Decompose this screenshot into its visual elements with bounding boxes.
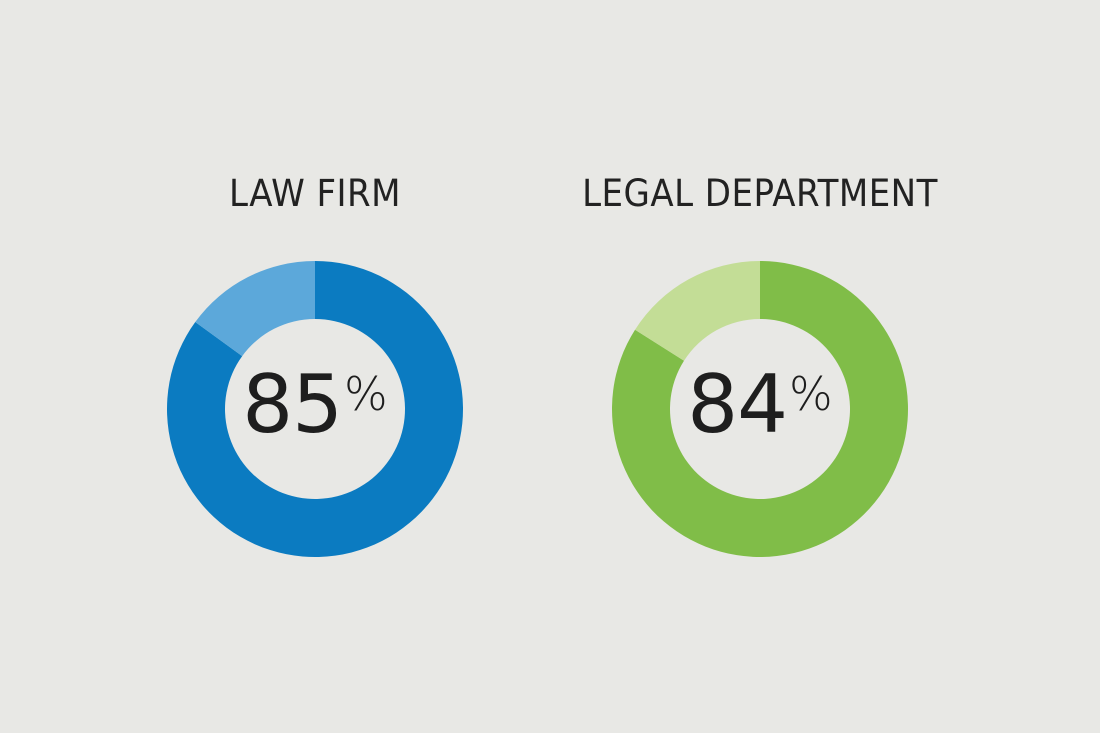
- center-unit: %: [789, 367, 833, 421]
- donut-chart: [167, 261, 463, 557]
- donut-slice-remainder: [635, 261, 760, 361]
- donut-chart: [612, 261, 908, 557]
- legal-department-chart: LEGAL DEPARTMENT 84%: [485, 0, 1035, 733]
- donut-slice-primary: [612, 261, 908, 557]
- chart-title: LEGAL DEPARTMENT: [582, 172, 938, 215]
- center-unit: %: [344, 367, 388, 421]
- center-percentage: 84%: [485, 358, 1035, 451]
- law-firm-chart: LAW FIRM 85%: [40, 0, 590, 733]
- center-value: 84: [687, 358, 788, 451]
- chart-title: LAW FIRM: [229, 172, 401, 215]
- center-value: 85: [242, 358, 343, 451]
- donut-slice-remainder: [195, 261, 315, 357]
- center-percentage: 85%: [40, 358, 590, 451]
- donut-slice-primary: [167, 261, 463, 557]
